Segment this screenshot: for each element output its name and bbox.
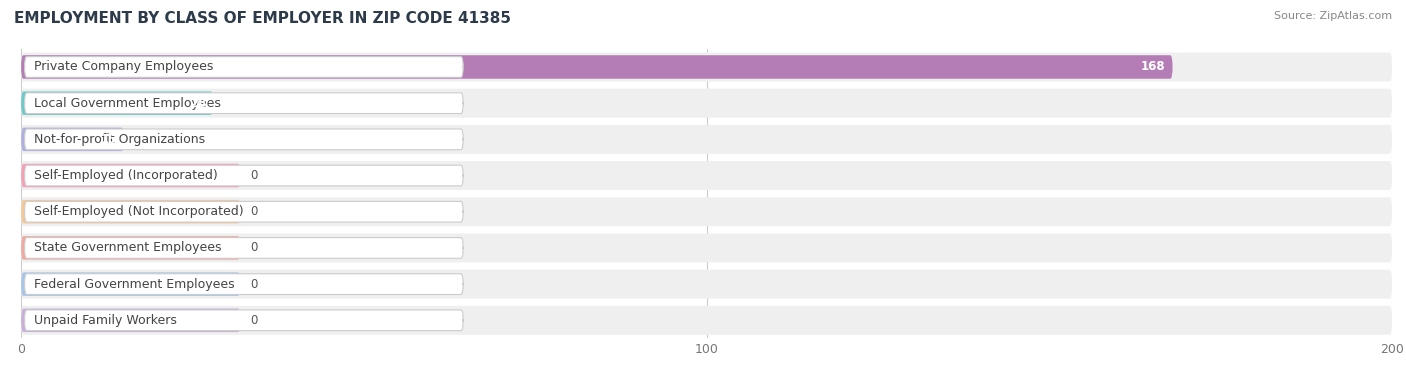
- FancyBboxPatch shape: [21, 55, 1173, 79]
- FancyBboxPatch shape: [24, 310, 463, 331]
- FancyBboxPatch shape: [24, 238, 463, 258]
- FancyBboxPatch shape: [21, 200, 240, 223]
- Text: Not-for-profit Organizations: Not-for-profit Organizations: [34, 133, 205, 146]
- Text: 15: 15: [101, 133, 117, 146]
- FancyBboxPatch shape: [24, 165, 463, 186]
- Text: Private Company Employees: Private Company Employees: [34, 61, 214, 73]
- FancyBboxPatch shape: [21, 53, 1392, 82]
- Text: 0: 0: [250, 205, 259, 218]
- FancyBboxPatch shape: [21, 233, 1392, 262]
- Text: 0: 0: [250, 277, 259, 291]
- Text: Unpaid Family Workers: Unpaid Family Workers: [34, 314, 177, 327]
- Text: 28: 28: [190, 97, 207, 110]
- FancyBboxPatch shape: [21, 161, 1392, 190]
- FancyBboxPatch shape: [21, 164, 240, 187]
- FancyBboxPatch shape: [24, 129, 463, 150]
- Text: 168: 168: [1142, 61, 1166, 73]
- Text: 0: 0: [250, 314, 259, 327]
- Text: State Government Employees: State Government Employees: [34, 241, 221, 255]
- Text: 0: 0: [250, 169, 259, 182]
- Text: Local Government Employees: Local Government Employees: [34, 97, 221, 110]
- FancyBboxPatch shape: [21, 272, 240, 296]
- FancyBboxPatch shape: [24, 57, 463, 77]
- FancyBboxPatch shape: [21, 125, 1392, 154]
- Text: Federal Government Employees: Federal Government Employees: [34, 277, 235, 291]
- FancyBboxPatch shape: [21, 127, 124, 151]
- FancyBboxPatch shape: [21, 89, 1392, 118]
- FancyBboxPatch shape: [21, 270, 1392, 299]
- FancyBboxPatch shape: [21, 197, 1392, 226]
- FancyBboxPatch shape: [24, 93, 463, 114]
- Text: 0: 0: [250, 241, 259, 255]
- Text: Source: ZipAtlas.com: Source: ZipAtlas.com: [1274, 11, 1392, 21]
- Text: Self-Employed (Incorporated): Self-Employed (Incorporated): [34, 169, 218, 182]
- FancyBboxPatch shape: [21, 306, 1392, 335]
- FancyBboxPatch shape: [21, 309, 240, 332]
- Text: Self-Employed (Not Incorporated): Self-Employed (Not Incorporated): [34, 205, 243, 218]
- Text: EMPLOYMENT BY CLASS OF EMPLOYER IN ZIP CODE 41385: EMPLOYMENT BY CLASS OF EMPLOYER IN ZIP C…: [14, 11, 510, 26]
- FancyBboxPatch shape: [24, 274, 463, 294]
- FancyBboxPatch shape: [21, 91, 214, 115]
- FancyBboxPatch shape: [21, 236, 240, 260]
- FancyBboxPatch shape: [24, 202, 463, 222]
